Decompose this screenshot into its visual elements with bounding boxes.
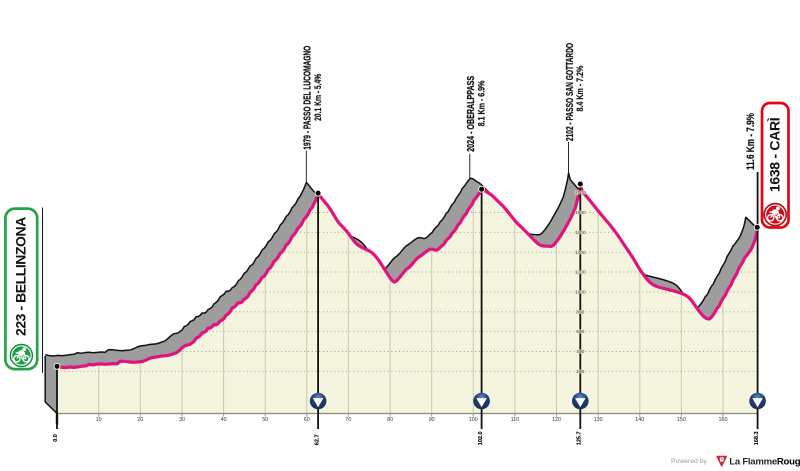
svg-text:100: 100	[469, 417, 478, 423]
svg-text:10: 10	[96, 417, 102, 423]
svg-text:1000: 1000	[575, 290, 586, 296]
svg-text:80: 80	[387, 417, 393, 423]
svg-text:La FlammeRouge: La FlammeRouge	[729, 457, 800, 468]
svg-text:200: 200	[576, 369, 584, 375]
svg-text:2102 - PASSO SAN GOTTARDO: 2102 - PASSO SAN GOTTARDO	[563, 43, 575, 141]
svg-text:8.4 Km - 7.2%: 8.4 Km - 7.2%	[574, 65, 585, 111]
svg-text:125.7: 125.7	[577, 431, 583, 445]
svg-text:60: 60	[304, 417, 310, 423]
svg-text:50: 50	[262, 417, 268, 423]
svg-text:140: 140	[635, 417, 644, 423]
svg-text:1800: 1800	[575, 210, 586, 216]
svg-text:223 - BELLINZONA: 223 - BELLINZONA	[13, 217, 29, 336]
svg-text:2000: 2000	[575, 190, 586, 196]
svg-text:110: 110	[511, 417, 520, 423]
svg-text:Powered by: Powered by	[671, 458, 707, 465]
svg-text:40: 40	[221, 417, 227, 423]
svg-text:8.1 Km - 6.9%: 8.1 Km - 6.9%	[475, 80, 486, 126]
svg-text:400: 400	[576, 349, 584, 355]
svg-text:1638 - CARÌ: 1638 - CARÌ	[767, 117, 783, 192]
svg-text:62.7: 62.7	[314, 434, 320, 445]
svg-text:20: 20	[137, 417, 143, 423]
svg-text:11.6 Km - 7.9%: 11.6 Km - 7.9%	[745, 113, 757, 170]
svg-text:2024 - OBERALPPASS: 2024 - OBERALPPASS	[465, 76, 477, 152]
svg-text:1400: 1400	[575, 250, 586, 256]
svg-text:160: 160	[719, 417, 728, 423]
svg-text:102.0: 102.0	[478, 431, 484, 445]
svg-text:800: 800	[576, 309, 584, 315]
svg-text:20.1 Km - 5.4%: 20.1 Km - 5.4%	[313, 73, 323, 121]
svg-text:0.0: 0.0	[53, 434, 59, 442]
svg-text:150: 150	[677, 417, 686, 423]
svg-text:70: 70	[345, 417, 351, 423]
svg-text:1600: 1600	[575, 230, 586, 236]
svg-text:1979 - PASSO DEL LUCOMAGNO: 1979 - PASSO DEL LUCOMAGNO	[301, 46, 313, 150]
svg-text:1200: 1200	[575, 270, 586, 276]
svg-text:30: 30	[179, 417, 185, 423]
svg-text:90: 90	[429, 417, 435, 423]
svg-text:130: 130	[594, 417, 603, 423]
svg-text:168.3: 168.3	[754, 431, 760, 445]
svg-text:120: 120	[552, 417, 561, 423]
svg-text:600: 600	[576, 329, 584, 335]
